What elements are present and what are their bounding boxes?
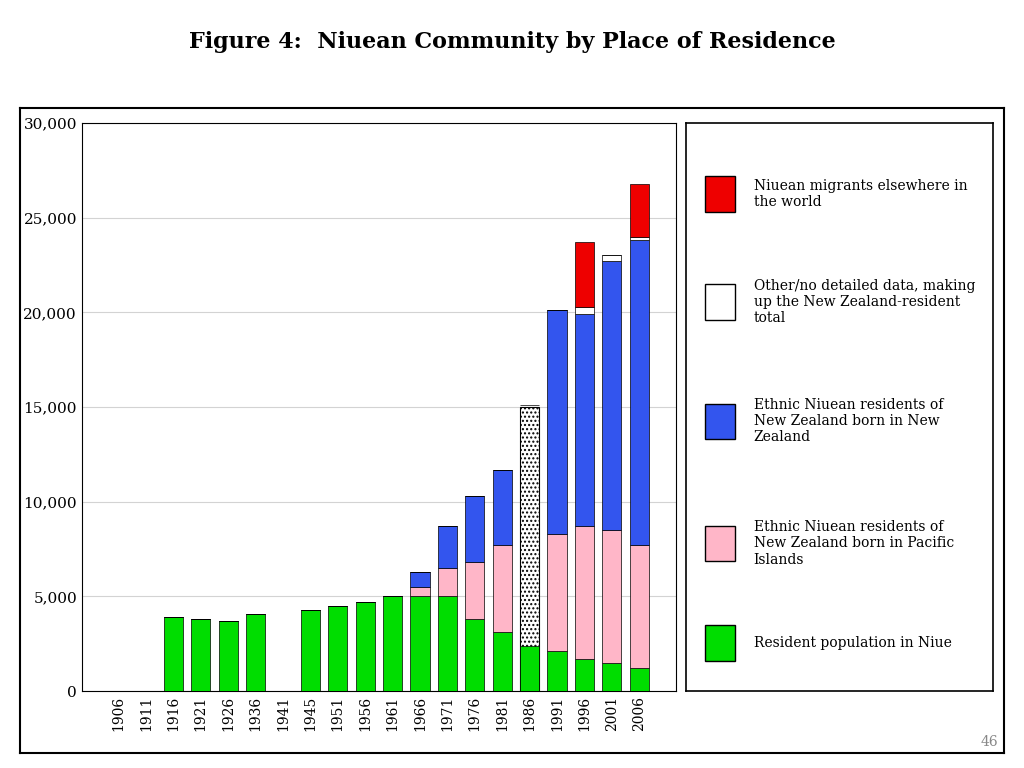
Bar xyxy=(465,562,484,619)
Text: Ethnic Niuean residents of
New Zealand born in Pacific
Islands: Ethnic Niuean residents of New Zealand b… xyxy=(754,520,954,567)
Text: Other/no detailed data, making
up the New Zealand-resident
total: Other/no detailed data, making up the Ne… xyxy=(754,279,975,325)
Bar xyxy=(630,184,649,237)
Bar xyxy=(630,545,649,668)
Bar xyxy=(705,526,735,561)
Bar xyxy=(630,240,649,545)
Bar xyxy=(602,261,622,530)
Text: 46: 46 xyxy=(981,735,998,749)
Bar xyxy=(493,545,512,633)
Bar xyxy=(705,625,735,660)
Bar xyxy=(630,237,649,240)
Bar xyxy=(218,621,238,691)
Bar xyxy=(246,614,265,691)
Bar xyxy=(548,310,566,534)
Text: Ethnic Niuean residents of
New Zealand born in New
Zealand: Ethnic Niuean residents of New Zealand b… xyxy=(754,398,943,445)
Bar xyxy=(493,469,512,545)
Bar xyxy=(520,646,540,691)
Bar xyxy=(705,284,735,319)
Bar xyxy=(520,456,540,551)
Text: Resident population in Niue: Resident population in Niue xyxy=(754,636,951,650)
Bar xyxy=(465,496,484,562)
Bar xyxy=(602,530,622,663)
Bar xyxy=(574,526,594,659)
Bar xyxy=(465,619,484,691)
Text: Niuean migrants elsewhere in
the world: Niuean migrants elsewhere in the world xyxy=(754,179,968,209)
Bar xyxy=(520,406,540,456)
Bar xyxy=(520,646,540,691)
Bar xyxy=(411,572,430,587)
Bar xyxy=(438,597,457,691)
Bar xyxy=(574,314,594,526)
Bar xyxy=(602,663,622,691)
Bar xyxy=(520,407,540,691)
Bar xyxy=(548,534,566,651)
Bar xyxy=(574,242,594,306)
Bar xyxy=(493,633,512,691)
Bar xyxy=(548,651,566,691)
Bar xyxy=(438,568,457,597)
Bar xyxy=(630,668,649,691)
Bar xyxy=(191,619,210,691)
Bar xyxy=(355,602,375,691)
Text: Figure 4:  Niuean Community by Place of Residence: Figure 4: Niuean Community by Place of R… xyxy=(188,31,836,53)
Bar xyxy=(164,617,183,691)
Bar xyxy=(411,597,430,691)
Bar xyxy=(602,256,622,261)
Bar xyxy=(574,659,594,691)
Bar xyxy=(705,177,735,211)
Bar xyxy=(520,551,540,646)
Bar xyxy=(301,610,319,691)
Bar xyxy=(438,526,457,568)
Bar xyxy=(411,587,430,597)
Bar xyxy=(383,597,402,691)
Bar xyxy=(574,306,594,314)
Bar xyxy=(328,606,347,691)
Bar xyxy=(705,404,735,439)
